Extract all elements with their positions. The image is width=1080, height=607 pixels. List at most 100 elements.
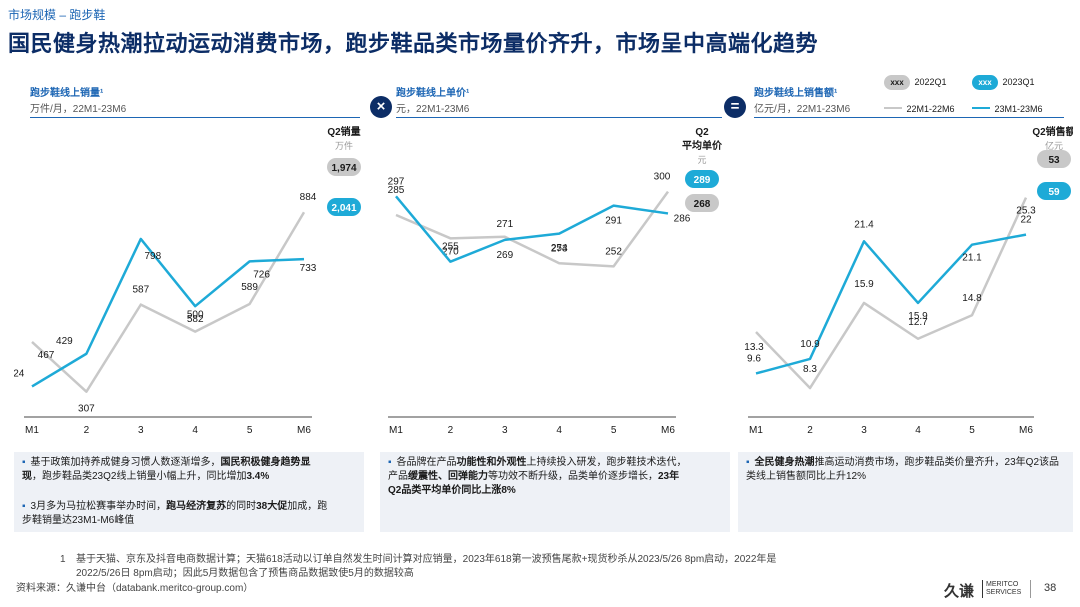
q2-label: Q2销售额 [1032, 125, 1073, 138]
series-line-2023 [31, 237, 305, 388]
page-divider [1030, 580, 1031, 598]
note-volume-2: ▪ 3月多为马拉松赛事举办时间，跑马经济复苏的同时38大促加成，跑步鞋销量达23M… [22, 501, 328, 526]
footnote-number: 1 [60, 554, 66, 565]
notes-box-price [380, 452, 730, 532]
chart1-subtitle: 万件/月，22M1-23M6 [30, 104, 127, 115]
x-tick-label: 4 [556, 425, 562, 436]
data-label-2023: 15.9 [908, 311, 928, 322]
data-label-2023: 297 [388, 176, 405, 187]
legend-2022-q1: xxx 2022Q1 [884, 72, 946, 90]
data-label-2022: 14.8 [962, 293, 982, 304]
data-label-2023: 255 [442, 242, 459, 253]
chart3-title: 跑步鞋线上销售额¹ [754, 88, 838, 99]
series-line-2022 [31, 211, 306, 393]
logo-en-line1: MERITCO [986, 581, 1019, 588]
x-tick-label: 5 [247, 425, 253, 436]
x-tick-label: 4 [915, 425, 921, 436]
data-label-2023: 429 [56, 336, 73, 347]
data-label-2022: 500 [187, 310, 204, 321]
legend-label-2023: 2023Q1 [1002, 77, 1035, 87]
x-tick-label: 2 [807, 425, 813, 436]
data-label-2023: 21.1 [962, 253, 982, 264]
chart2-subtitle: 元，22M1-23M6 [396, 104, 470, 115]
chart3-subtitle: 亿元/月，22M1-23M6 [754, 104, 851, 115]
data-label-2023: 291 [605, 216, 622, 227]
chart1-divider [30, 117, 360, 118]
legend-line-2023: 23M1-23M6 [972, 99, 1042, 117]
multiply-icon: × [370, 96, 392, 118]
x-tick-label: M6 [661, 425, 675, 436]
data-label-2022: 13.3 [744, 342, 764, 353]
data-label-2023: 286 [674, 213, 691, 224]
q2-value-2023: 2,041 [331, 203, 356, 214]
page-title: 国民健身热潮拉动运动消费市场，跑步鞋品类市场量价齐升，市场呈中高端化趋势 [8, 31, 819, 56]
q2-label: Q2 [695, 127, 709, 138]
q2-value-2023: 59 [1048, 187, 1060, 198]
q2-pill-2022 [1037, 150, 1071, 168]
logo-en-line2: SERVICES [986, 589, 1022, 596]
q2-pill-2023 [1037, 182, 1071, 200]
data-label-2022: 25.3 [1016, 206, 1036, 217]
data-label-2023: 582 [187, 314, 204, 325]
footnote-line-2: 2022/5/26日 8pm启动；因此5月数据包含了预售商品数据致使5月的数据较… [76, 568, 414, 579]
logo-divider [982, 580, 983, 598]
legend-label-2022: 2022Q1 [914, 77, 947, 87]
unit-price-chart: M1 2 3 4 5 M6 285 270 271 254 252 300 297 255 269 273 29… [388, 127, 723, 436]
chart2-divider [396, 117, 722, 118]
equals-icon: = [724, 96, 746, 118]
breadcrumb: 市场规模 – 跑步鞋 [8, 8, 106, 22]
data-label-2023: 324 [14, 368, 25, 379]
data-label-2022: 307 [78, 404, 95, 415]
data-label-2023: 10.9 [800, 339, 820, 350]
series-line-2022 [755, 197, 1028, 390]
note-value-1: ▪ 全民健身热潮推高运动消费市场，跑步鞋品类价量齐升，23年Q2该品类线上销售额同… [746, 457, 1060, 482]
q2-label-line2: 平均单价 [682, 139, 723, 152]
page-number: 38 [1044, 582, 1057, 594]
data-label-2023: 22 [1020, 215, 1032, 226]
series-line-2023 [395, 195, 669, 263]
source-note: 资料来源：久谦中台（databank.meritco-group.com） [16, 583, 254, 594]
data-label-2022: 271 [496, 219, 513, 230]
data-label-2022: 8.3 [803, 364, 817, 375]
q2-pill-2022 [685, 194, 719, 212]
meritco-logo: 久谦 [944, 580, 974, 601]
logo-en: MERITCO SERVICES [986, 581, 1021, 597]
x-tick-label: 5 [969, 425, 975, 436]
bullet-icon: ▪ [22, 501, 26, 512]
data-label-2023: 798 [144, 251, 161, 262]
x-tick-label: M1 [389, 425, 403, 436]
data-label-2023: 733 [300, 263, 317, 274]
x-tick-label: M6 [1019, 425, 1033, 436]
sales-value-chart: M1 2 3 4 5 M613.38.315.912.714.825.39.610.921… [744, 125, 1073, 436]
data-label-2022: 589 [241, 282, 258, 293]
q2-unit: 万件 [335, 140, 353, 151]
x-tick-label: 4 [192, 425, 198, 436]
notes-box-volume [14, 452, 364, 532]
legend-pill-2023: xxx [972, 75, 998, 90]
q2-value-2022: 1,974 [331, 163, 356, 174]
chart2-title: 跑步鞋线上单价¹ [396, 88, 470, 99]
x-tick-label: M6 [297, 425, 311, 436]
data-label-2022: 884 [300, 192, 317, 203]
q2-pill-2023 [327, 198, 361, 216]
bullet-icon: ▪ [388, 457, 392, 468]
x-tick-label: 3 [138, 425, 144, 436]
note-volume-1: ▪ 基于政策加持养成健身习惯人数逐渐增多，国民积极健身趋势显现，跑步鞋品类23Q2… [22, 457, 311, 482]
data-label-2022: 254 [551, 243, 568, 254]
q2-value-2022: 268 [694, 199, 711, 210]
data-label-2022: 252 [605, 246, 622, 257]
note-price-1: ▪ 各品牌在产品功能性和外观性上持续投入研发，跑步鞋技术迭代，产品缓震性、回弹能力… [388, 457, 687, 496]
legend-line-label-2023: 23M1-23M6 [994, 104, 1043, 114]
q2-unit: 亿元 [1045, 140, 1063, 151]
x-tick-label: 3 [861, 425, 867, 436]
bullet-icon: ▪ [746, 457, 750, 468]
q2-label: Q2销量 [327, 125, 360, 138]
logo-cn: 久谦 [944, 583, 975, 600]
data-label-2022: 300 [654, 172, 671, 183]
x-tick-label: 5 [611, 425, 617, 436]
footnote-line-1: 基于天猫、京东及抖音电商数据计算；天猫618活动以订单自然发生时间计算对应销量，… [76, 554, 777, 565]
x-tick-label: 2 [448, 425, 454, 436]
series-line-2022 [395, 190, 670, 268]
data-label-2022: 12.7 [908, 317, 928, 328]
chart3-divider [754, 117, 1064, 118]
